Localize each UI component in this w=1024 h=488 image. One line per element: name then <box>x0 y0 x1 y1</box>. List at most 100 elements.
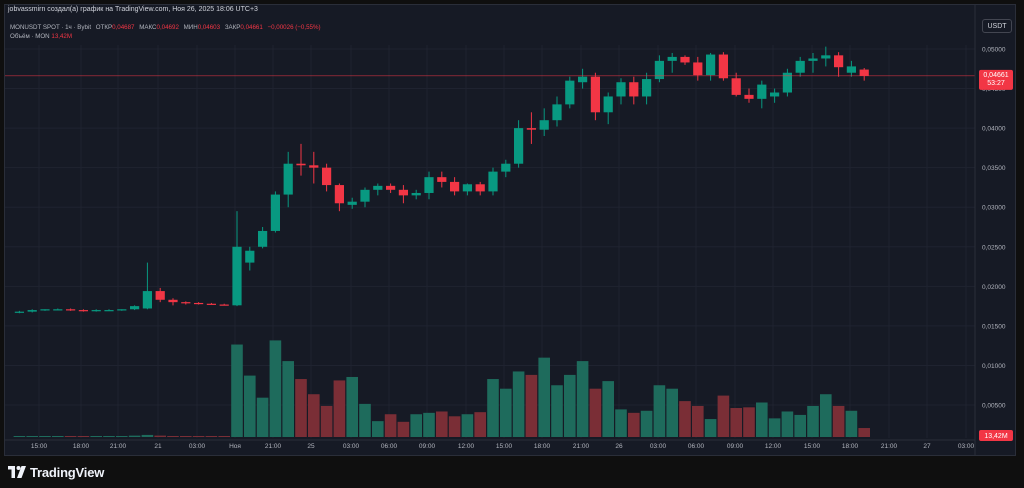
tradingview-logo-icon[interactable] <box>8 466 26 478</box>
x-tick-label: 26 <box>615 443 623 450</box>
candle-body <box>334 185 344 204</box>
low-value: 0,04603 <box>197 24 221 31</box>
candle-body <box>309 165 319 168</box>
candle-body <box>168 299 178 303</box>
volume-bar <box>154 435 166 437</box>
candles <box>14 46 869 314</box>
volume-bar <box>372 421 384 437</box>
x-tick-label: 03:00 <box>958 443 975 450</box>
candle-body <box>398 189 408 196</box>
candle-body <box>424 177 434 193</box>
candle-body <box>718 54 728 79</box>
candle-body <box>245 250 255 263</box>
volume-bar <box>500 388 512 437</box>
volume-bar <box>628 412 640 437</box>
ohlc-legend: MONUSDT SPOT · 1ч · Bybit ОТКР0,04687 МА… <box>10 24 324 31</box>
x-tick-label: 15:00 <box>804 443 821 450</box>
volume-bar <box>359 403 371 437</box>
candle-body <box>654 60 664 80</box>
candle-body <box>462 184 472 192</box>
candle-body <box>821 55 831 59</box>
y-tick-label: 0,05000 <box>982 47 1006 54</box>
footer: TradingView <box>8 464 104 480</box>
x-tick-label: 21:00 <box>110 443 127 450</box>
candle-body <box>360 189 370 202</box>
candle-body <box>322 167 332 186</box>
volume-bar <box>256 397 269 437</box>
volume-bar <box>576 361 589 437</box>
volume-bar <box>653 385 666 437</box>
price-axis: 0,050000,045000,040000,035000,030000,025… <box>974 5 1006 455</box>
volume-bar <box>282 361 294 437</box>
x-tick-label: 27 <box>923 443 931 450</box>
volume-bar <box>436 411 448 437</box>
candle-body <box>181 302 191 304</box>
candle-body <box>629 82 639 97</box>
volume-bar <box>602 381 614 437</box>
tradingview-brand[interactable]: TradingView <box>30 464 105 480</box>
x-tick-label: Ноя <box>229 443 241 450</box>
volume-bar <box>423 412 435 437</box>
x-tick-label: 18:00 <box>842 443 859 450</box>
candle-body <box>91 310 101 312</box>
candle-body <box>194 302 204 305</box>
x-tick-label: 03:00 <box>343 443 360 450</box>
candle-body <box>40 309 50 311</box>
volume-bar <box>692 405 704 437</box>
volume-bar <box>474 412 486 437</box>
volume-bar <box>295 379 307 437</box>
volume-bar <box>730 408 742 437</box>
y-tick-label: 0,01500 <box>982 323 1006 330</box>
candle-body <box>706 54 716 76</box>
volume-legend: Объём · MON 13,42M <box>10 33 72 40</box>
price-chart[interactable]: 0,050000,045000,040000,035000,030000,025… <box>5 5 1015 455</box>
low-label: МИН <box>183 24 198 31</box>
candle-body <box>283 163 293 195</box>
x-tick-label: 09:00 <box>727 443 744 450</box>
y-tick-label: 0,01000 <box>982 363 1006 370</box>
symbol-label[interactable]: MONUSDT SPOT · 1ч · Bybit <box>10 24 92 31</box>
x-tick-label: 21:00 <box>881 443 898 450</box>
volume-bar <box>666 388 678 437</box>
x-tick-label: 18:00 <box>73 443 90 450</box>
currency-button[interactable]: USDT <box>982 19 1012 33</box>
volume-bar <box>167 436 179 437</box>
volume-bar <box>448 416 461 437</box>
candle-body <box>859 69 869 76</box>
volume-bar <box>192 436 205 437</box>
volume-bar <box>717 395 730 437</box>
volume-bar <box>141 434 154 437</box>
volume-bar <box>820 394 832 437</box>
volume-bar <box>512 371 525 437</box>
volume-bar <box>128 435 141 437</box>
volume-bar <box>218 436 230 437</box>
volume-bar <box>461 414 474 437</box>
volume-bar <box>756 402 768 437</box>
candle-body <box>846 66 856 73</box>
y-tick-label: 0,02000 <box>982 284 1006 291</box>
volume-bar <box>589 388 602 437</box>
volume-label[interactable]: Объём · MON <box>10 33 50 40</box>
x-tick-label: 12:00 <box>458 443 475 450</box>
last-price-tag: 0,04661 53:27 <box>979 69 1013 90</box>
candle-body <box>667 56 677 61</box>
candle-body <box>680 56 690 63</box>
x-tick-label: 12:00 <box>765 443 782 450</box>
high-value: 0,04692 <box>156 24 179 31</box>
y-tick-label: 0,04000 <box>982 126 1006 133</box>
candle-body <box>757 84 767 99</box>
volume-bar <box>743 407 755 437</box>
x-tick-label: 25 <box>307 443 315 450</box>
y-tick-label: 0,02500 <box>982 244 1006 251</box>
volume-bar <box>679 401 691 437</box>
candle-body <box>437 177 447 182</box>
candle-body <box>117 309 127 311</box>
candle-body <box>206 303 216 305</box>
volume-bars <box>13 340 870 437</box>
candle-body <box>450 181 460 192</box>
x-tick-label: 15:00 <box>496 443 513 450</box>
volume-bar <box>525 374 538 437</box>
volume-bar <box>320 405 333 437</box>
volume-bar <box>52 436 64 437</box>
candle-body <box>373 185 383 190</box>
